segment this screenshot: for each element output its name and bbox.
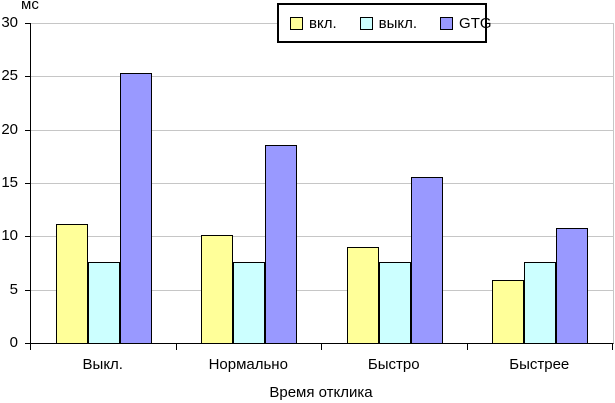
gridline: [31, 289, 613, 291]
x-category-label: Нормально: [208, 356, 288, 373]
y-tick-mark: [25, 290, 30, 291]
y-tick-label: 0: [9, 334, 18, 351]
x-category-label: Выкл.: [82, 356, 123, 373]
bar-group: [468, 23, 614, 343]
gridline: [31, 129, 613, 131]
bar: [556, 228, 589, 343]
legend-item: вкл.: [290, 15, 337, 32]
gridline: [31, 76, 613, 78]
gridline: [31, 183, 613, 184]
legend-swatch: [440, 16, 454, 30]
bar: [410, 177, 443, 343]
y-tick-label: 25: [1, 67, 18, 84]
legend: вкл. выкл. GTG: [277, 3, 492, 43]
bar: [55, 224, 88, 343]
gridline: [31, 236, 613, 238]
bar: [201, 235, 234, 343]
y-tick-label: 30: [1, 14, 18, 31]
y-tick-mark: [25, 76, 30, 77]
x-category-label: Быстрее: [509, 356, 570, 373]
y-axis-unit-label: мс: [21, 0, 39, 13]
y-tick-label: 15: [1, 174, 18, 191]
y-tick-label: 10: [1, 227, 18, 244]
legend-swatch: [359, 16, 373, 30]
x-tick-mark: [467, 344, 468, 350]
y-tick-mark: [25, 183, 30, 184]
bar-group: [31, 23, 177, 343]
bar: [492, 280, 525, 343]
bar-group: [322, 23, 468, 343]
legend-swatch: [290, 16, 303, 30]
x-axis-title: Время отклика: [269, 384, 373, 401]
legend-label: выкл.: [378, 14, 418, 32]
y-tick-mark: [25, 236, 30, 237]
y-tick-label: 20: [1, 121, 18, 138]
bar: [87, 262, 120, 343]
x-tick-mark: [30, 344, 31, 350]
x-category-label: Быстро: [367, 356, 420, 373]
x-tick-mark: [321, 344, 322, 350]
bar: [119, 73, 152, 343]
y-tick-mark: [25, 343, 30, 344]
bar: [346, 247, 379, 343]
bar: [265, 145, 298, 343]
plot-area: [30, 23, 614, 344]
y-tick-label: 5: [9, 281, 18, 298]
bar-group: [177, 23, 323, 343]
legend-item: выкл.: [359, 14, 418, 32]
legend-label: GTG: [459, 14, 492, 32]
bar: [233, 262, 266, 343]
x-tick-mark: [176, 344, 177, 350]
x-tick-mark: [612, 344, 613, 350]
legend-item: GTG: [440, 15, 492, 32]
legend-label: вкл.: [309, 14, 337, 32]
bar: [378, 262, 411, 343]
y-tick-mark: [25, 130, 30, 131]
bar: [524, 262, 557, 343]
y-tick-mark: [25, 23, 30, 24]
